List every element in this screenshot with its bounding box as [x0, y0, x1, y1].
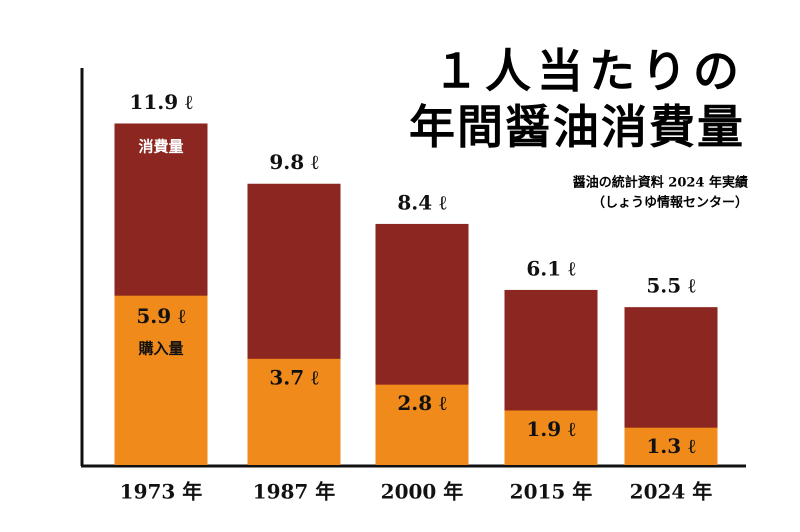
x-tick-label: 2015 年: [510, 480, 593, 504]
bar: [504, 410, 598, 465]
legend-label: 消費量: [138, 137, 183, 155]
data-label: 6.1 ℓ: [526, 256, 576, 280]
x-tick-label: 2000 年: [381, 480, 464, 504]
bar: [624, 427, 718, 465]
data-label: 11.9 ℓ: [129, 90, 193, 114]
bar: [375, 384, 469, 465]
data-label: 3.7 ℓ: [269, 365, 319, 389]
data-label: 2.8 ℓ: [397, 391, 447, 415]
data-label: 5.5 ℓ: [646, 274, 696, 298]
x-tick-label: 1973 年: [120, 480, 203, 504]
data-label: 1.3 ℓ: [646, 434, 696, 458]
x-tick-label: 1987 年: [253, 480, 336, 504]
chart-subtitle: （しょうゆ情報センター）: [592, 195, 748, 211]
data-label: 9.8 ℓ: [269, 150, 319, 174]
chart-title: 年間醤油消費量: [409, 100, 745, 154]
chart-subtitle: 醤油の統計資料 2024 年実績: [573, 175, 748, 191]
legend-label: 購入量: [137, 340, 183, 358]
data-label: 8.4 ℓ: [397, 190, 447, 214]
x-tick-label: 2024 年: [630, 480, 713, 504]
data-label: 5.9 ℓ: [136, 304, 186, 328]
chart-title: １人当たりの: [433, 44, 745, 98]
bar: [114, 295, 208, 465]
bar: [247, 358, 341, 465]
data-label: 1.9 ℓ: [526, 417, 576, 441]
